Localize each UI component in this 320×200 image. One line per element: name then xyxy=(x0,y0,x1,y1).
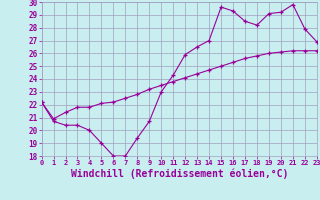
X-axis label: Windchill (Refroidissement éolien,°C): Windchill (Refroidissement éolien,°C) xyxy=(70,169,288,179)
